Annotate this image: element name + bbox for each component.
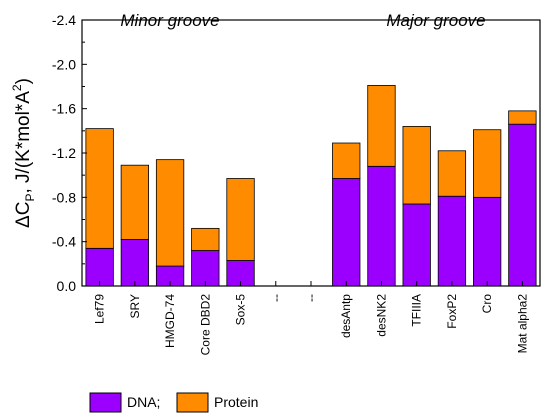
bar-protein-12 (508, 110, 537, 125)
bars (85, 84, 537, 287)
bar-dna-0 (85, 247, 114, 287)
x-tick-label-2: HMGD-74 (163, 294, 177, 348)
x-tick-label-11: Cro (480, 294, 494, 314)
y-tick-label-2: -0.8 (52, 189, 76, 205)
bar-protein-9 (402, 126, 431, 205)
x-tick-label-4: Sox-5 (234, 294, 248, 326)
y-axis-label-superscript: 2 (10, 84, 24, 91)
y-tick-label-4: -1.6 (52, 101, 76, 117)
bar-protein-7 (332, 142, 361, 179)
x-tick-label-0: Lef79 (93, 294, 107, 324)
y-axis-label: ΔCP, J/(K*mol*A2) (10, 78, 37, 228)
bar-dna-12 (508, 123, 537, 287)
x-tick-label-6: -- (304, 294, 318, 302)
y-tick-label-1: -0.4 (52, 234, 76, 250)
bar-protein-8 (367, 84, 396, 167)
legend-swatch-dna (89, 392, 122, 413)
y-axis-label-subscript: P (23, 194, 37, 202)
x-tick-label-8: desNK2 (375, 294, 389, 337)
bar-protein-11 (473, 129, 502, 198)
x-axis: Lef79 SRY HMGD-74 Core DBD2 Sox-5 -- -- desAntp… (93, 281, 529, 356)
legend-swatch-protein (176, 392, 209, 413)
x-tick-label-9: TFIIIA (410, 294, 424, 327)
bar-protein-4 (226, 178, 255, 261)
y-tick-label-3: -1.2 (52, 145, 76, 161)
x-tick-label-10: FoxP2 (445, 294, 459, 329)
bar-protein-2 (155, 159, 185, 267)
bar-dna-7 (332, 178, 361, 287)
legend-label-protein: Protein (214, 394, 258, 410)
bar-protein-1 (120, 164, 149, 240)
legend-label-dna: DNA; (127, 394, 160, 410)
y-tick-label-6: -2.4 (52, 12, 76, 28)
plot-frame (81, 19, 541, 287)
x-tick-label-5: -- (269, 294, 283, 302)
x-tick-label-1: SRY (128, 294, 142, 318)
major-groove-annotation: Major groove (386, 11, 485, 30)
x-tick-label-3: Core DBD2 (198, 294, 212, 356)
y-tick-label-0: 0.0 (57, 278, 77, 294)
bar-dna-1 (120, 239, 149, 287)
y-axis: 0.0 -0.4 -0.8 -1.2 -1.6 -2.0 -2.4 (52, 12, 87, 294)
bar-dna-8 (367, 165, 396, 287)
bar-protein-0 (85, 128, 114, 249)
y-axis-label-part3: ) (13, 78, 34, 84)
bar-dna-3 (191, 250, 220, 287)
bar-dna-10 (437, 195, 467, 287)
minor-groove-annotation: Minor groove (120, 11, 219, 30)
plot-border (81, 19, 541, 287)
bar-protein-10 (437, 150, 467, 197)
x-tick-label-7: desAntp (339, 294, 353, 338)
x-tick-label-12: Mat alpha2 (515, 294, 529, 354)
y-axis-label-part1: ΔC (13, 202, 34, 228)
legend: DNA; Protein (89, 392, 258, 413)
bar-dna-9 (402, 203, 431, 287)
y-axis-label-part2: , J/(K*mol*A (13, 91, 34, 194)
y-tick-label-5: -2.0 (52, 56, 76, 72)
bar-dna-11 (473, 196, 502, 287)
bar-protein-3 (191, 227, 220, 251)
